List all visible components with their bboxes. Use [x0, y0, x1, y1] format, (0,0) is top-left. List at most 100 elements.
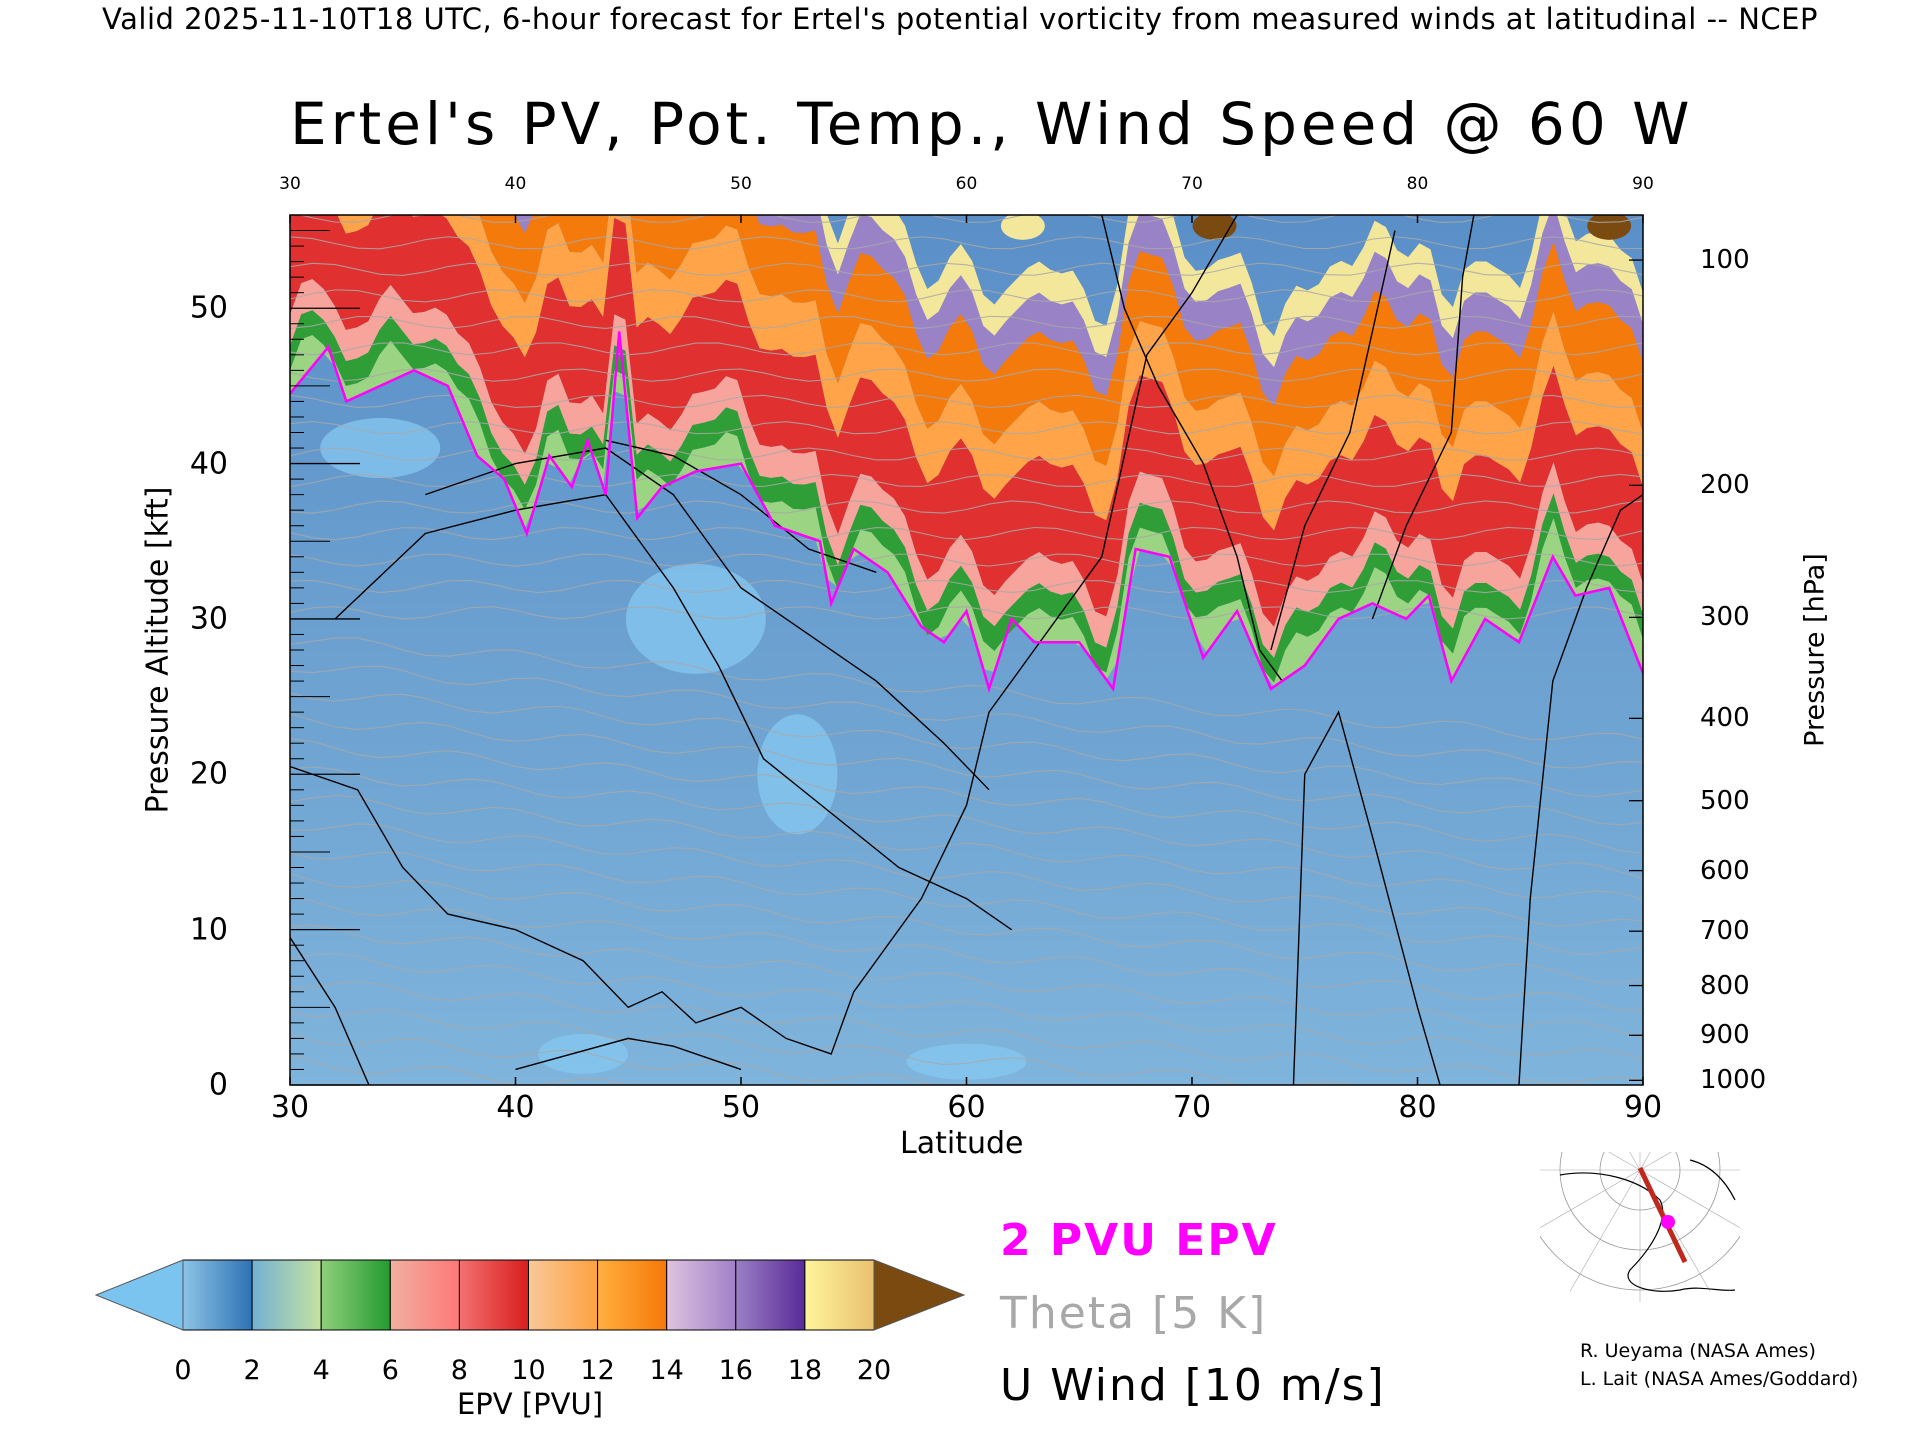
map-meridian: [1569, 1169, 1641, 1292]
colorbar-bin: [666, 1259, 737, 1331]
y-tick-label-right: 700: [1700, 916, 1750, 947]
wind-contour-7: [1371, 215, 1475, 620]
theta-line: [290, 473, 1643, 488]
wind-contour-2: [425, 447, 990, 791]
y-tick-label-right: 900: [1700, 1020, 1750, 1051]
x-tick-label-top: 50: [730, 174, 752, 194]
header-text: Valid 2025-11-10T18 UTC, 6-hour forecast…: [102, 2, 1818, 36]
y-tick-label-left: 0: [208, 1067, 228, 1103]
colorbar: [94, 1259, 966, 1331]
map-meridian: [1639, 1152, 1672, 1171]
colorbar-label: EPV [PVU]: [456, 1387, 604, 1421]
x-tick-label: 40: [496, 1090, 535, 1125]
theta-line: [290, 394, 1643, 409]
wind-contour-0: [290, 215, 1238, 1055]
plot-area: [290, 215, 1643, 1085]
theta-line: [290, 579, 1643, 594]
theta-line: [290, 553, 1643, 567]
colorbar-bin: [735, 1259, 806, 1331]
y-tick-label-left: 10: [189, 912, 228, 948]
pv-band-5: [479, 215, 1643, 476]
theta-line: [290, 637, 1643, 741]
theta-line: [290, 1009, 1355, 1085]
two-pvu-line: [290, 331, 1643, 694]
colorbar-tick-label: 0: [174, 1355, 192, 1386]
y-tick-label-left: 50: [189, 290, 228, 326]
theta-line: [290, 447, 1643, 461]
theta-line: [290, 851, 1643, 955]
legend-theta: Theta [5 K]: [1000, 1288, 1268, 1339]
theta-line: [290, 766, 1643, 880]
colorbar-tick-label: 18: [787, 1355, 823, 1386]
colorbar-bin: [528, 1259, 599, 1331]
theta-line: [290, 421, 1643, 435]
theta-line: [290, 692, 1643, 797]
y-tick-label-right: 100: [1700, 245, 1750, 276]
theta-line: [290, 236, 1643, 250]
colorbar-tick-label: 2: [243, 1355, 261, 1386]
credit-line-1: R. Ueyama (NASA Ames): [1580, 1340, 1816, 1362]
pv-band-4: [290, 215, 1643, 531]
chart-title: Ertel's PV, Pot. Temp., Wind Speed @ 60 …: [290, 90, 1694, 158]
legend-wind: U Wind [10 m/s]: [1000, 1360, 1386, 1411]
pv-peak-2: [1000, 215, 1045, 240]
colorbar-bin: [804, 1259, 875, 1331]
theta-line: [290, 713, 1643, 826]
pv-band-3: [290, 215, 1643, 627]
y-axis-label-right: Pressure [hPa]: [1799, 553, 1831, 747]
low-pv-patch-4: [906, 1043, 1027, 1080]
y-tick-label-right: 600: [1700, 855, 1750, 886]
x-tick-label-top: 60: [955, 174, 978, 194]
pv-band-2: [290, 279, 1643, 658]
map-meridian: [1639, 1169, 1740, 1229]
wind-contour-4: [290, 937, 370, 1085]
colorbar-tick-label: 10: [511, 1355, 546, 1386]
low-pv-patch-1: [625, 563, 766, 674]
colorbar-tick-label: 14: [649, 1355, 684, 1386]
location-map-inset: [1540, 1152, 1740, 1302]
theta-line: [290, 665, 1643, 769]
pv-peak-1: [1587, 215, 1632, 240]
map-location-dot: [1661, 1215, 1675, 1229]
wind-contour-5: [515, 1037, 742, 1071]
colorbar-tick-label: 12: [580, 1355, 615, 1386]
colorbar-bin: [182, 1259, 253, 1331]
x-tick-label-top: 90: [1632, 174, 1654, 194]
colorbar-under-arrow: [94, 1259, 184, 1331]
wind-contour-6: [1292, 710, 1441, 1085]
x-tick-label: 70: [1172, 1090, 1212, 1125]
x-axis-label: Latitude: [900, 1126, 1024, 1161]
colorbar-over-arrow: [873, 1259, 966, 1331]
y-axis-label-left: Pressure Altitude [kft]: [140, 486, 176, 814]
pv-peak-0: [1192, 215, 1237, 240]
map-meridian: [1608, 1152, 1641, 1171]
theta-line: [290, 526, 1643, 541]
theta-line: [290, 952, 1643, 1061]
colorbar-tick-label: 4: [312, 1355, 330, 1386]
colorbar-bin: [458, 1259, 529, 1331]
wind-contour-1: [334, 493, 1012, 931]
x-tick-label: 50: [721, 1090, 761, 1125]
x-tick-label: 80: [1398, 1090, 1437, 1125]
y-tick-label-right: 200: [1700, 470, 1750, 501]
y-tick-label-left: 20: [189, 756, 228, 792]
theta-line: [290, 1033, 934, 1085]
colorbar-tick-label: 8: [450, 1355, 468, 1386]
low-pv-patch-2: [757, 714, 838, 835]
x-tick-label: 60: [947, 1090, 986, 1125]
theta-line: [290, 981, 1643, 1085]
colorbar-tick-label: 6: [381, 1355, 399, 1386]
x-tick-label-top: 70: [1181, 174, 1203, 194]
credit-line-2: L. Lait (NASA Ames/Goddard): [1580, 1368, 1859, 1390]
y-tick-label-right: 800: [1700, 970, 1750, 1001]
low-pv-patch-3: [538, 1033, 629, 1074]
y-tick-label-right: 500: [1700, 785, 1750, 816]
theta-line: [290, 873, 1643, 983]
x-tick-label-top: 30: [279, 174, 301, 194]
x-tick-label: 30: [270, 1090, 310, 1125]
theta-line: [290, 315, 1643, 329]
y-tick-label-right: 300: [1700, 602, 1750, 633]
theta-line: [290, 896, 1643, 1012]
legend-epv: 2 PVU EPV: [1000, 1215, 1278, 1266]
